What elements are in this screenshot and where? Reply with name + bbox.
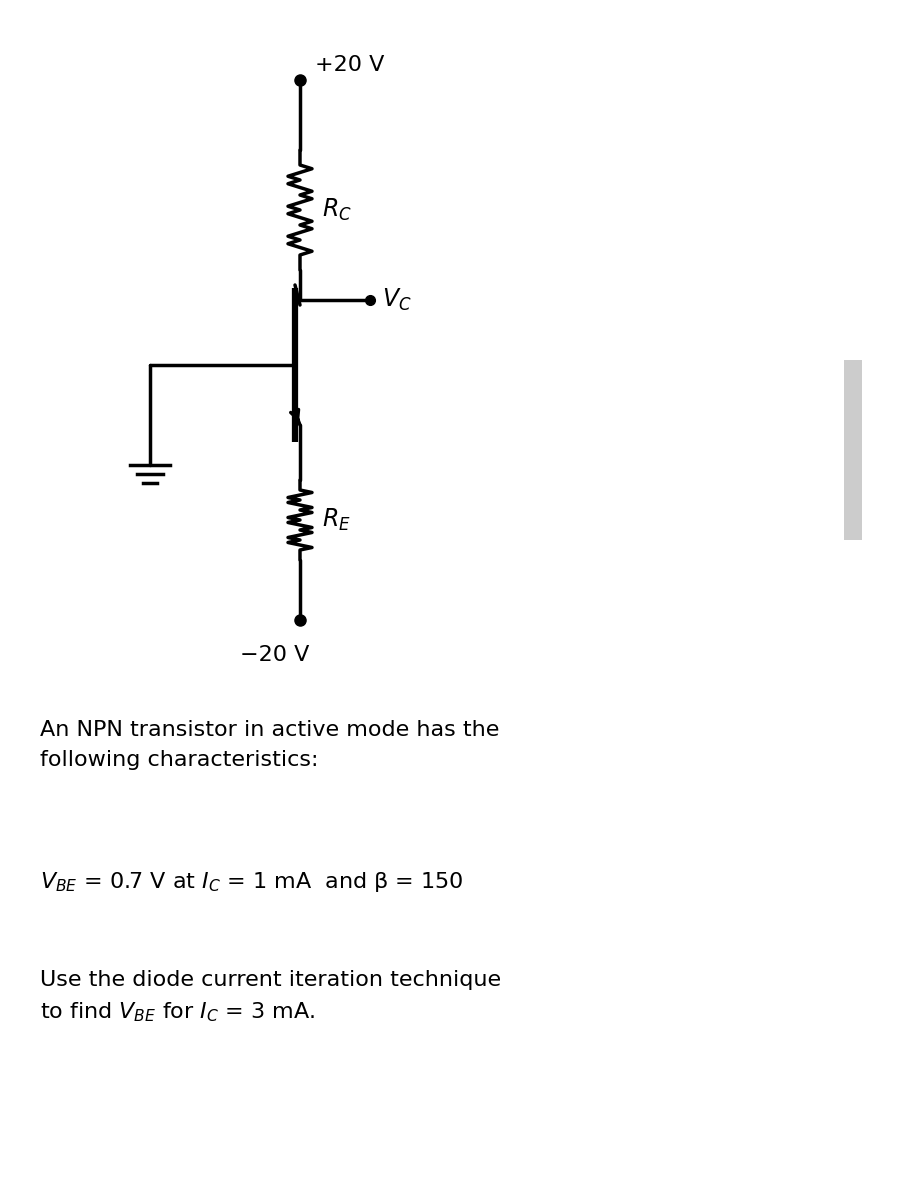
Text: Use the diode current iteration technique
to find $V_{BE}$ for $I_C$ = 3 mA.: Use the diode current iteration techniqu… bbox=[40, 970, 502, 1025]
Text: $V_{BE}$ = 0.7 V at $I_C$ = 1 mA  and β = 150: $V_{BE}$ = 0.7 V at $I_C$ = 1 mA and β =… bbox=[40, 870, 463, 894]
Text: $R_C$: $R_C$ bbox=[322, 197, 352, 223]
Text: An NPN transistor in active mode has the
following characteristics:: An NPN transistor in active mode has the… bbox=[40, 720, 500, 769]
Text: −20 V: −20 V bbox=[240, 646, 309, 665]
Text: $V_C$: $V_C$ bbox=[382, 287, 412, 313]
Text: $R_E$: $R_E$ bbox=[322, 506, 351, 533]
Text: +20 V: +20 V bbox=[315, 55, 385, 74]
